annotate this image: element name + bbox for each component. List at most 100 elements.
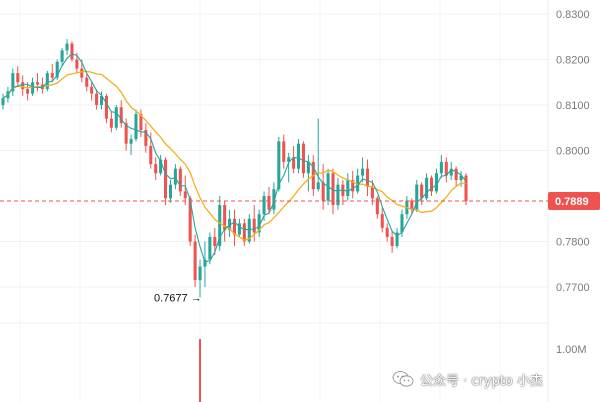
candle bbox=[292, 145, 296, 174]
candle-body bbox=[129, 139, 133, 144]
candle-body bbox=[444, 161, 448, 176]
candle bbox=[1, 93, 5, 110]
candle bbox=[277, 136, 281, 192]
candle-body bbox=[1, 98, 5, 105]
candle-body bbox=[439, 161, 443, 174]
candle-body bbox=[237, 223, 241, 235]
candle bbox=[193, 234, 197, 287]
candle-body bbox=[45, 73, 49, 90]
candle bbox=[65, 39, 69, 55]
candle-body bbox=[292, 157, 296, 169]
candle-body bbox=[306, 161, 310, 174]
candle-body bbox=[188, 198, 192, 242]
candle-body bbox=[85, 77, 89, 87]
candle-body bbox=[104, 95, 108, 119]
candle-body bbox=[301, 143, 305, 174]
candle-body bbox=[267, 196, 271, 210]
candle bbox=[99, 91, 104, 110]
candle bbox=[119, 100, 123, 128]
candle-body bbox=[282, 141, 286, 162]
candle-body bbox=[449, 168, 453, 176]
candle bbox=[415, 180, 419, 212]
candle-body bbox=[26, 89, 30, 94]
current-price-label: 0.7889 bbox=[555, 196, 589, 208]
candle bbox=[90, 82, 94, 101]
candle-body bbox=[434, 173, 438, 192]
candle bbox=[16, 66, 20, 87]
candle bbox=[144, 123, 148, 153]
price-axis: 0.8300 0.8200 0.8100 0.8000 0.7800 0.7700 bbox=[556, 9, 590, 294]
candle bbox=[287, 152, 291, 183]
candle-body bbox=[11, 73, 15, 92]
candle-body bbox=[380, 214, 384, 228]
current-price-badge-box bbox=[548, 192, 600, 211]
candle-body bbox=[400, 214, 404, 233]
candle bbox=[321, 164, 325, 210]
candle bbox=[454, 166, 458, 187]
candle bbox=[232, 209, 237, 247]
candle bbox=[104, 93, 108, 124]
candle-body bbox=[124, 123, 128, 144]
candle bbox=[459, 170, 463, 187]
candle-body bbox=[346, 180, 350, 196]
candle-body bbox=[50, 73, 54, 78]
candle bbox=[139, 109, 143, 137]
candle-body bbox=[370, 186, 374, 199]
candle bbox=[297, 139, 301, 174]
candle bbox=[434, 168, 438, 194]
candle bbox=[242, 218, 246, 247]
watermark: 公众号 · crypto 小杰 bbox=[392, 368, 543, 390]
candle bbox=[223, 200, 227, 242]
candle bbox=[282, 134, 286, 169]
moving-average-fast bbox=[2, 53, 467, 263]
candle bbox=[272, 182, 276, 215]
candle-body bbox=[287, 157, 291, 162]
candle-body bbox=[114, 107, 118, 128]
candle bbox=[228, 209, 232, 237]
candle bbox=[237, 218, 241, 237]
watermark-text: 公众号 · crypto 小杰 bbox=[420, 373, 544, 389]
candle bbox=[257, 209, 261, 237]
candle bbox=[45, 70, 49, 92]
candle-body bbox=[21, 82, 25, 90]
candle-body bbox=[429, 177, 434, 192]
candle bbox=[159, 155, 163, 176]
y-tick-label: 0.8200 bbox=[556, 55, 590, 67]
candle-body bbox=[316, 182, 320, 190]
candle bbox=[351, 170, 355, 199]
y-tick-label: 0.7700 bbox=[556, 282, 590, 294]
candle-body bbox=[425, 177, 429, 199]
candle bbox=[70, 41, 74, 62]
candle bbox=[385, 223, 389, 242]
y-tick-label: 0.8100 bbox=[556, 100, 590, 112]
candle bbox=[420, 182, 424, 206]
candle bbox=[390, 230, 394, 253]
candle bbox=[35, 73, 40, 92]
candle-body bbox=[218, 205, 222, 247]
candle bbox=[164, 157, 168, 206]
y-tick-label: 0.8000 bbox=[556, 146, 590, 158]
candle-body bbox=[395, 232, 399, 247]
candle-body bbox=[159, 159, 163, 174]
candle-body bbox=[31, 82, 35, 94]
candle-body bbox=[365, 168, 370, 187]
candle bbox=[198, 259, 202, 298]
candle-body bbox=[213, 236, 217, 247]
candle-body bbox=[35, 82, 40, 85]
y-tick-label: 0.7800 bbox=[556, 237, 590, 249]
candle-body bbox=[55, 61, 59, 78]
candle-body bbox=[173, 168, 177, 185]
candle-body bbox=[95, 93, 99, 105]
candle-body bbox=[262, 196, 266, 215]
candle bbox=[173, 164, 177, 190]
candle bbox=[124, 118, 128, 151]
candle-body bbox=[154, 164, 158, 174]
candle bbox=[109, 111, 113, 133]
candle-body bbox=[390, 236, 394, 247]
candle bbox=[129, 134, 133, 156]
candle bbox=[95, 89, 99, 110]
candle bbox=[11, 68, 15, 96]
candle bbox=[346, 173, 350, 201]
candle-body bbox=[257, 214, 261, 233]
